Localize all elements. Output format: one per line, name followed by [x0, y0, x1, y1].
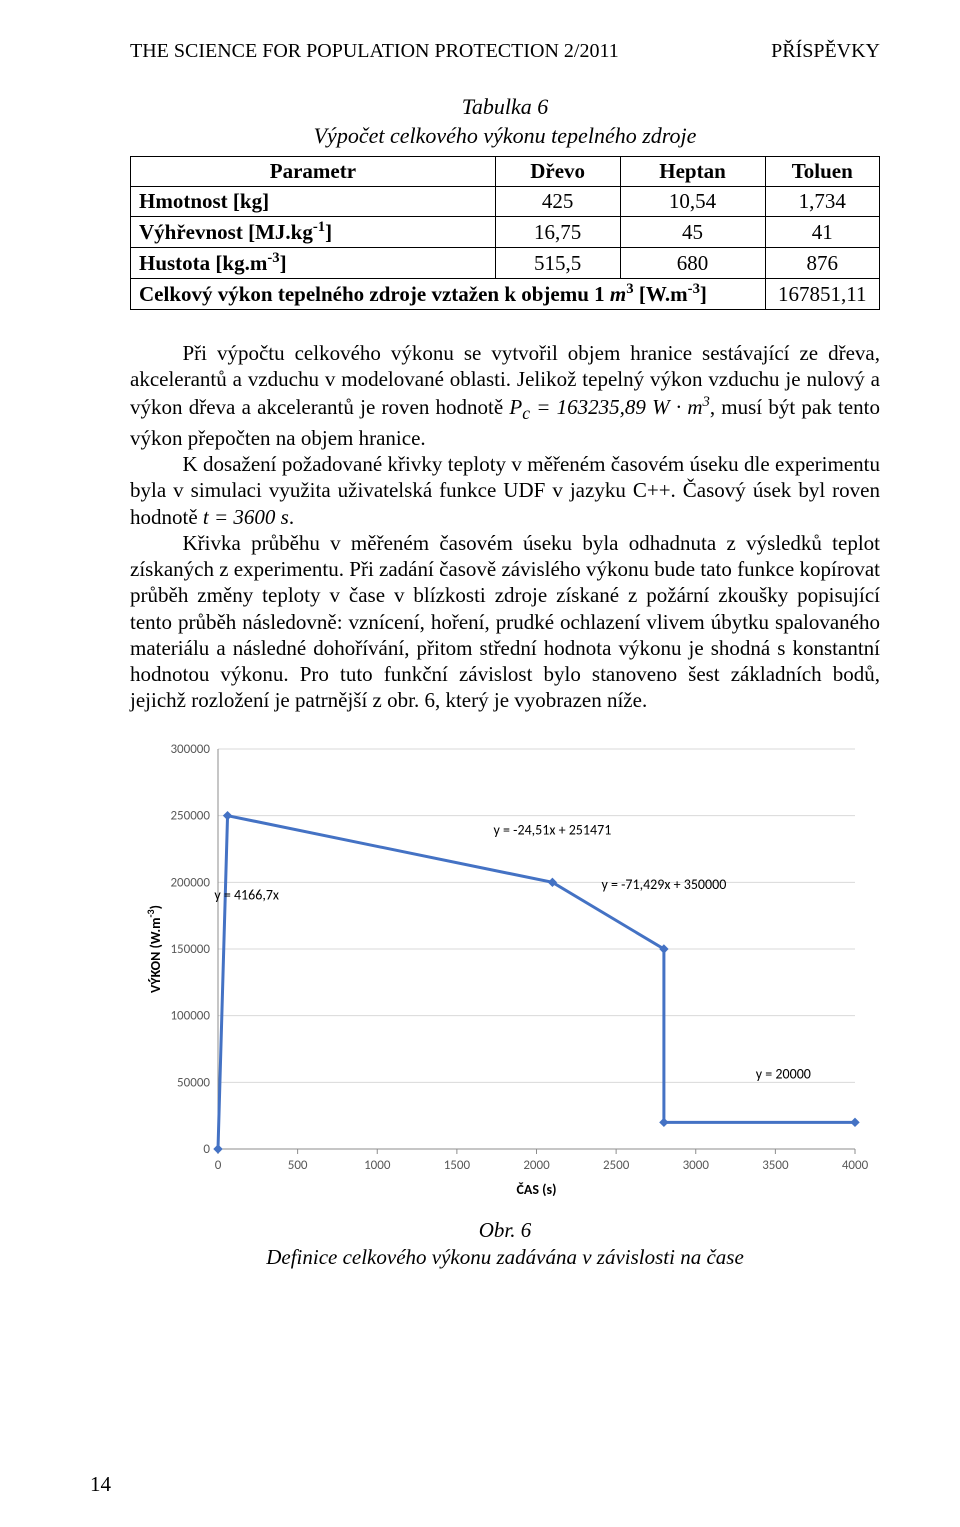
cell: 680 [620, 248, 765, 279]
fig-caption-l1: Obr. 6 [479, 1218, 532, 1242]
table6-caption-l2: Výpočet celkového výkonu tepelného zdroj… [314, 123, 697, 148]
th-heptan: Heptan [620, 157, 765, 187]
figure-6: 0 50000 100000 150000 200000 250000 300000 0 500… [130, 734, 880, 1272]
svg-text:y = 4166,7x: y = 4166,7x [214, 886, 279, 903]
cell: 41 [765, 217, 879, 248]
svg-text:150000: 150000 [170, 942, 210, 957]
svg-text:0: 0 [203, 1142, 210, 1157]
svg-text:y = -71,429x + 350000: y = -71,429x + 350000 [601, 876, 726, 893]
svg-text:300000: 300000 [170, 742, 210, 757]
page-header: THE SCIENCE FOR POPULATION PROTECTION 2/… [130, 40, 880, 63]
svg-text:2000: 2000 [523, 1158, 550, 1173]
svg-text:ČAS (s): ČAS (s) [517, 1181, 557, 1198]
figure-caption: Obr. 6 Definice celkového výkonu zadáván… [130, 1217, 880, 1272]
svg-text:100000: 100000 [170, 1008, 210, 1023]
cell: 876 [765, 248, 879, 279]
table6: Parametr Dřevo Heptan Toluen Hmotnost [k… [130, 156, 880, 310]
svg-text:VÝKON (W.m-3): VÝKON (W.m-3) [144, 905, 165, 993]
fig-caption-l2: Definice celkového výkonu zadávána v záv… [266, 1245, 744, 1269]
formula-pc: Pc = 163235,89 W · m3 [509, 395, 709, 419]
svg-text:250000: 250000 [170, 808, 210, 823]
svg-text:1500: 1500 [444, 1158, 471, 1173]
table-row: Hustota [kg.m-3] 515,5 680 876 [131, 248, 880, 279]
svg-text:200000: 200000 [170, 875, 210, 890]
cell-param: Hustota [kg.m-3] [131, 248, 496, 279]
th-param: Parametr [131, 157, 496, 187]
header-left: THE SCIENCE FOR POPULATION PROTECTION 2/… [130, 40, 619, 63]
svg-text:1000: 1000 [364, 1158, 391, 1173]
cell: 45 [620, 217, 765, 248]
chart-svg: 0 50000 100000 150000 200000 250000 300000 0 500… [140, 734, 870, 1204]
table6-caption: Tabulka 6 Výpočet celkového výkonu tepel… [130, 93, 880, 150]
cell-param-span: Celkový výkon tepelného zdroje vztažen k… [131, 279, 766, 310]
table-row-last: Celkový výkon tepelného zdroje vztažen k… [131, 279, 880, 310]
svg-text:y = 20000: y = 20000 [756, 1065, 811, 1082]
body-text: Při výpočtu celkového výkonu se vytvořil… [130, 340, 880, 713]
cell: 167851,11 [765, 279, 879, 310]
table-row: Výhřevnost [MJ.kg-1] 16,75 45 41 [131, 217, 880, 248]
svg-text:4000: 4000 [842, 1158, 869, 1173]
page-number: 14 [90, 1472, 111, 1497]
paragraph-1: Při výpočtu celkového výkonu se vytvořil… [130, 340, 880, 451]
header-right: PŘÍSPĚVKY [771, 40, 880, 63]
table-header-row: Parametr Dřevo Heptan Toluen [131, 157, 880, 187]
cell: 16,75 [495, 217, 620, 248]
table-row: Hmotnost [kg] 425 10,54 1,734 [131, 187, 880, 217]
table6-caption-l1: Tabulka 6 [462, 94, 549, 119]
paragraph-3: Křivka průběhu v měřeném časovém úseku b… [130, 530, 880, 714]
svg-text:500: 500 [288, 1158, 308, 1173]
cell-param: Výhřevnost [MJ.kg-1] [131, 217, 496, 248]
cell: 515,5 [495, 248, 620, 279]
svg-text:3000: 3000 [683, 1158, 710, 1173]
cell: 10,54 [620, 187, 765, 217]
th-drevo: Dřevo [495, 157, 620, 187]
svg-text:50000: 50000 [177, 1075, 210, 1090]
p2b: . [289, 505, 294, 529]
paragraph-2: K dosažení požadované křivky teploty v m… [130, 451, 880, 530]
svg-text:y = -24,51x + 251471: y = -24,51x + 251471 [494, 821, 612, 838]
cell: 1,734 [765, 187, 879, 217]
formula-t: t = 3600 s [203, 505, 289, 529]
cell-param: Hmotnost [kg] [131, 187, 496, 217]
th-toluen: Toluen [765, 157, 879, 187]
svg-text:0: 0 [215, 1158, 222, 1173]
cell: 425 [495, 187, 620, 217]
svg-text:2500: 2500 [603, 1158, 630, 1173]
svg-text:3500: 3500 [762, 1158, 789, 1173]
